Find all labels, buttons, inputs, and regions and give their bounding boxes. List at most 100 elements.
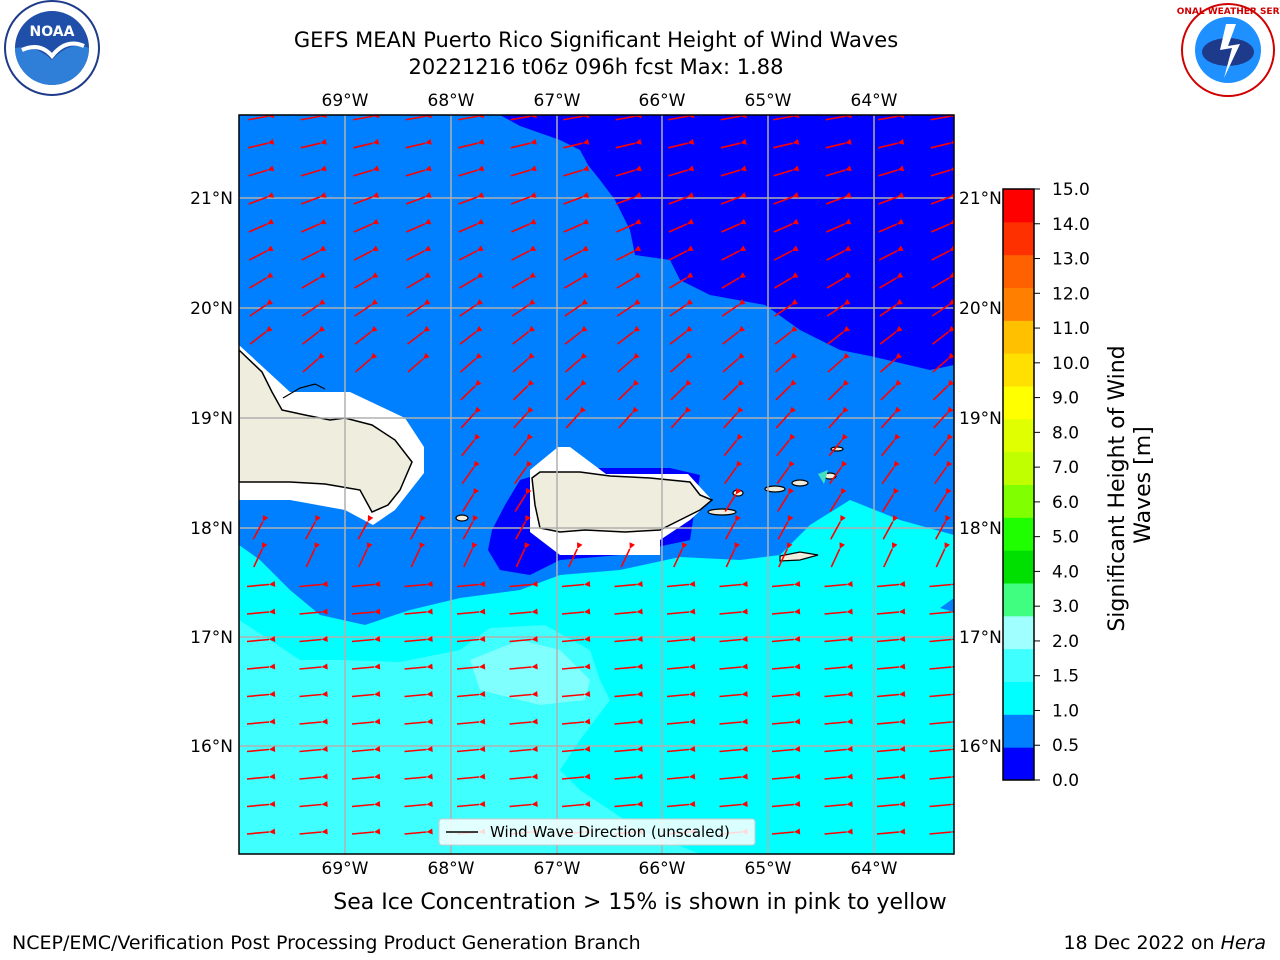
colorbar-swatch: [1003, 648, 1034, 682]
wave-arrow-head: [473, 487, 479, 495]
wave-arrow: [825, 196, 846, 205]
wave-arrow: [248, 196, 268, 205]
wave-arrow-head: [529, 245, 537, 251]
wave-arrow-head: [686, 272, 694, 278]
wave-arrow: [460, 412, 476, 429]
wave-arrow-head: [475, 325, 483, 332]
wave-arrow: [666, 693, 690, 698]
wave-arrow-head: [896, 299, 903, 305]
lat-label: 16°N: [959, 737, 1002, 757]
wave-arrow-head: [633, 352, 640, 359]
wave-arrow: [460, 385, 476, 401]
wave-arrow-head: [479, 745, 486, 752]
lon-label: 64°W: [851, 91, 898, 111]
wave-arrow-head: [741, 800, 748, 807]
colorbar-swatch: [1003, 353, 1034, 387]
wave-arrow: [719, 638, 742, 643]
wave-arrow-head: [526, 433, 533, 441]
wave-arrow-head: [787, 542, 793, 549]
wave-arrow: [876, 583, 900, 588]
wave-arrow-head: [370, 352, 378, 359]
wave-arrow: [615, 115, 636, 121]
wave-arrow: [514, 466, 527, 485]
wave-arrow: [456, 666, 480, 670]
wave-arrow-head: [531, 635, 538, 642]
colorbar-tick-label: 1.0: [1052, 701, 1079, 721]
lat-labels-left: 21°N 20°N 19°N 18°N 17°N 16°N: [190, 189, 233, 757]
wave-arrow-head: [374, 663, 381, 670]
lat-label: 20°N: [190, 299, 233, 319]
wave-arrow: [878, 115, 898, 121]
colorbar-tick-label: 7.0: [1052, 458, 1079, 478]
wave-arrow: [568, 548, 578, 568]
wave-arrow: [933, 439, 948, 457]
wave-arrow-head: [794, 745, 801, 752]
wave-arrow: [246, 583, 270, 588]
wave-arrow-head: [319, 218, 327, 225]
wave-arrow: [719, 748, 742, 753]
wave-arrow: [881, 466, 895, 485]
wave-arrow-head: [894, 433, 901, 441]
wave-arrow: [561, 693, 585, 698]
wave-arrow: [509, 583, 532, 588]
wave-arrow: [666, 611, 690, 615]
wave-arrow-head: [737, 406, 744, 414]
wave-arrow-head: [581, 245, 589, 251]
wave-arrow: [404, 638, 427, 643]
wave-arrow-head: [899, 608, 906, 615]
wave-arrow-head: [479, 580, 486, 587]
wave-arrow: [353, 277, 373, 289]
wave-arrow-head: [634, 245, 642, 251]
wave-arrow: [615, 142, 636, 149]
wave-arrow: [673, 548, 683, 568]
wave-arrow-head: [634, 272, 641, 278]
colorbar-tick-label: 2.0: [1052, 632, 1079, 652]
wave-arrow-head: [424, 245, 432, 251]
wave-arrow-head: [423, 299, 431, 305]
lon-label: 67°W: [534, 859, 581, 879]
wave-arrow-head: [531, 663, 538, 670]
wave-arrow: [876, 666, 900, 670]
wave-arrow-head: [949, 218, 954, 225]
wave-arrow-head: [426, 745, 433, 752]
wave-arrow: [406, 250, 425, 261]
wave-arrow: [246, 831, 270, 835]
wave-arrow-head: [321, 828, 328, 835]
wave-arrow: [353, 250, 373, 261]
wave-arrow-head: [426, 635, 433, 642]
wave-arrow: [774, 304, 792, 317]
wave-arrow-head: [372, 138, 380, 145]
wave-arrow: [617, 358, 634, 373]
wave-arrow: [509, 748, 532, 753]
wave-arrow-head: [580, 352, 588, 359]
wave-arrow: [830, 548, 841, 568]
wave-arrow-head: [739, 192, 747, 198]
hispaniola-land: [239, 348, 413, 513]
wave-arrow-head: [584, 718, 591, 725]
wave-arrow-head: [472, 542, 478, 549]
lat-label: 19°N: [959, 409, 1002, 429]
wave-arrow: [511, 304, 530, 317]
wave-arrow: [725, 548, 736, 568]
wave-arrow: [246, 776, 270, 780]
wave-arrow-head: [740, 115, 747, 119]
wave-arrow-head: [844, 218, 852, 225]
wave-arrow-head: [687, 192, 695, 198]
wave-arrow: [876, 638, 900, 643]
wave-arrow-head: [899, 745, 906, 752]
wave-arrow: [774, 358, 792, 373]
wave-arrow: [876, 831, 900, 835]
wave-arrow-head: [948, 325, 954, 332]
wave-arrow: [826, 304, 845, 317]
wave-arrow-head: [426, 773, 433, 780]
wave-arrow: [876, 748, 900, 753]
wave-arrow: [301, 250, 320, 261]
wave-arrow: [719, 803, 742, 808]
wave-arrow-head: [893, 460, 900, 468]
wave-arrow-head: [687, 138, 695, 145]
wave-arrow: [724, 494, 737, 512]
wave-arrow-head: [372, 192, 380, 198]
wave-arrow-head: [426, 828, 433, 835]
wave-arrow-head: [843, 325, 851, 332]
